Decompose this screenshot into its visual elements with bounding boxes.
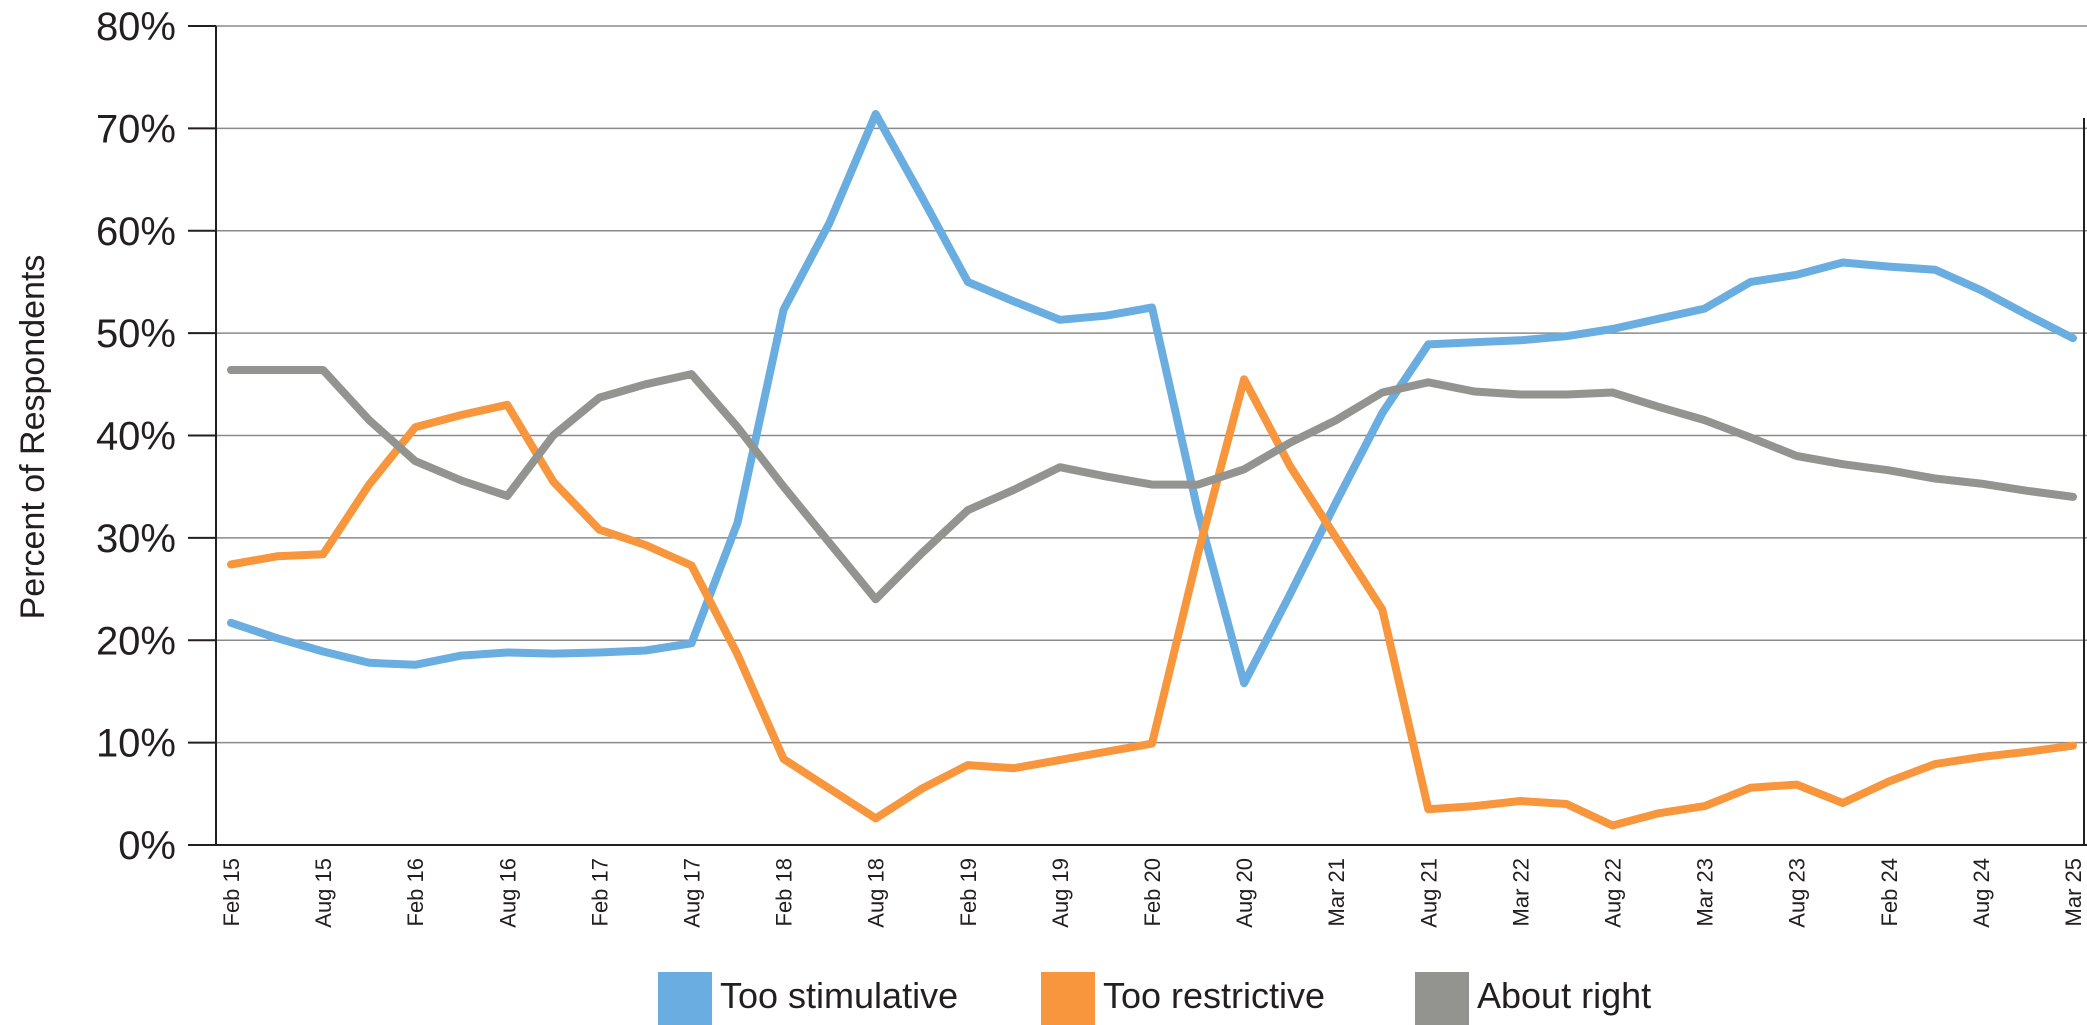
y-tick-label: 70% [96, 107, 176, 151]
y-tick-label: 60% [96, 210, 176, 254]
legend-swatch [1041, 972, 1095, 1025]
y-tick-label: 30% [96, 517, 176, 561]
y-tick-label: 80% [96, 5, 176, 49]
legend-label: Too stimulative [720, 975, 958, 1016]
x-tick-label: Aug 24 [1969, 858, 1994, 928]
y-axis-ticks: 0% 10% 20% 30% 40% 50% 60% 70% 80% [96, 5, 216, 868]
legend-label: About right [1477, 975, 1651, 1016]
legend: Too stimulative Too restrictive About righ… [658, 972, 1651, 1025]
x-tick-label: Aug 23 [1785, 858, 1810, 928]
y-tick-label: 0% [118, 824, 176, 868]
y-axis-label: Percent of Respondents [14, 255, 52, 620]
legend-item: Too stimulative [658, 972, 958, 1025]
legend-swatch [1415, 972, 1469, 1025]
series-line-0 [227, 110, 2077, 688]
x-tick-label: Feb 18 [772, 858, 797, 927]
y-tick-label: 10% [96, 722, 176, 766]
x-tick-label: Feb 17 [587, 858, 612, 927]
x-tick-label: Feb 20 [1140, 858, 1165, 927]
gridlines [216, 25, 2087, 744]
y-tick-label: 50% [96, 312, 176, 356]
series-line-1 [227, 375, 2077, 830]
axes [215, 26, 2087, 846]
x-tick-label: Feb 16 [403, 858, 428, 927]
legend-swatch [658, 972, 712, 1025]
x-tick-label: Aug 16 [495, 858, 520, 928]
legend-label: Too restrictive [1103, 975, 1325, 1016]
legend-item: About right [1415, 972, 1651, 1025]
x-tick-label: Mar 21 [1324, 858, 1349, 926]
x-tick-label: Mar 25 [2061, 858, 2086, 926]
y-tick-label: 20% [96, 619, 176, 663]
y-tick-label: 40% [96, 415, 176, 459]
x-tick-label: Aug 18 [864, 858, 889, 928]
series-line-2 [227, 366, 2077, 604]
x-tick-label: Feb 24 [1877, 858, 1902, 927]
x-tick-label: Aug 15 [311, 858, 336, 928]
x-tick-label: Aug 19 [1048, 858, 1073, 928]
x-tick-label: Aug 20 [1232, 858, 1257, 928]
x-tick-label: Aug 22 [1601, 858, 1626, 928]
x-tick-label: Mar 23 [1693, 858, 1718, 926]
series-lines [227, 110, 2077, 830]
x-axis-ticks: Feb 15 Aug 15 Feb 16 Aug 16 Feb 17 Aug 17 Feb … [219, 858, 2086, 928]
legend-item: Too restrictive [1041, 972, 1325, 1025]
x-tick-label: Mar 22 [1508, 858, 1533, 926]
x-tick-label: Aug 17 [680, 858, 705, 928]
x-tick-label: Feb 19 [956, 858, 981, 927]
x-tick-label: Feb 15 [219, 858, 244, 927]
x-tick-label: Aug 21 [1416, 858, 1441, 928]
